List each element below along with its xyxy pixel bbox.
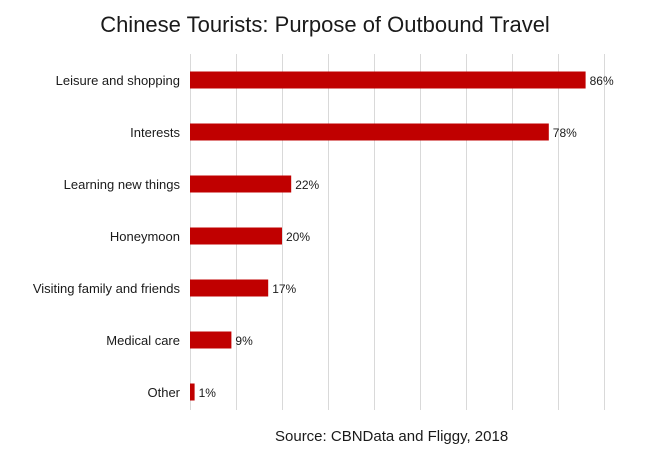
category-label: Leisure and shopping [56, 73, 180, 88]
data-label: 78% [553, 126, 577, 140]
category-label: Medical care [106, 333, 180, 348]
data-label: 22% [295, 178, 319, 192]
data-label: 9% [235, 334, 253, 348]
source-note: Source: CBNData and Fliggy, 2018 [275, 428, 509, 445]
chart-title: Chinese Tourists: Purpose of Outbound Tr… [100, 12, 550, 37]
category-label: Learning new things [64, 177, 181, 192]
bar [190, 227, 282, 245]
data-label: 17% [272, 282, 296, 296]
bar [190, 71, 586, 89]
data-label: 86% [590, 74, 614, 88]
bar [190, 279, 269, 297]
category-label: Honeymoon [110, 229, 180, 244]
category-label: Interests [130, 125, 180, 140]
category-label: Other [147, 385, 180, 400]
data-label: 1% [199, 386, 217, 400]
bar [190, 123, 549, 141]
bar [190, 383, 195, 401]
bar [190, 175, 292, 193]
data-label: 20% [286, 230, 310, 244]
bar [190, 331, 232, 349]
category-label: Visiting family and friends [33, 281, 181, 296]
